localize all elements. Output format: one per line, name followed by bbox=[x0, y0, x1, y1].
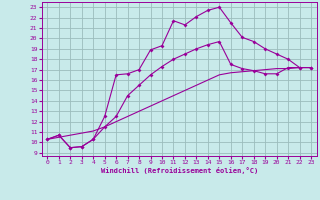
X-axis label: Windchill (Refroidissement éolien,°C): Windchill (Refroidissement éolien,°C) bbox=[100, 167, 258, 174]
